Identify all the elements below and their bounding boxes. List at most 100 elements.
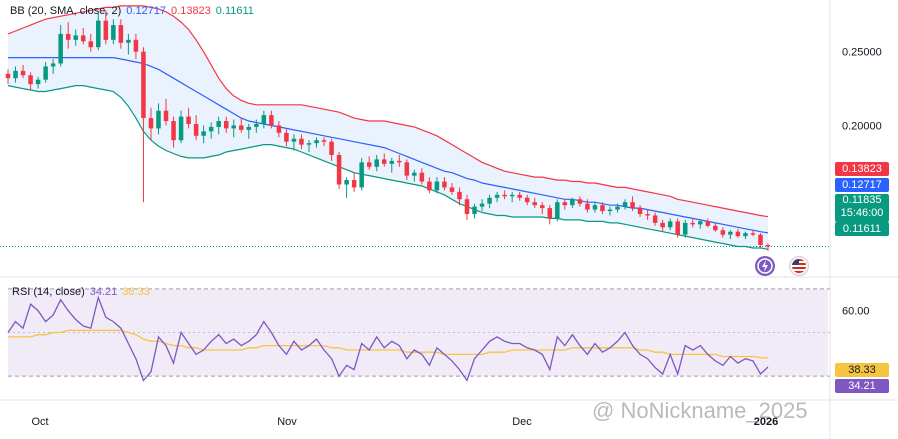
candle[interactable] <box>50 59 56 74</box>
candle[interactable] <box>20 64 26 79</box>
candle[interactable] <box>359 157 364 191</box>
candle[interactable] <box>366 156 372 170</box>
candle[interactable] <box>96 13 101 51</box>
candle[interactable] <box>148 107 154 141</box>
candle[interactable] <box>630 196 635 212</box>
candle[interactable] <box>13 66 18 83</box>
candle[interactable] <box>254 119 259 133</box>
candle[interactable] <box>103 10 109 45</box>
candle[interactable] <box>133 33 139 60</box>
candle[interactable] <box>494 191 500 203</box>
candle[interactable] <box>126 33 131 55</box>
candle[interactable] <box>35 76 41 89</box>
candle[interactable] <box>457 187 462 206</box>
us-flag-icon[interactable] <box>789 256 809 276</box>
candle[interactable] <box>351 172 357 192</box>
candle[interactable] <box>118 19 124 49</box>
candle[interactable] <box>524 194 530 206</box>
candle[interactable] <box>585 199 590 213</box>
candle[interactable] <box>88 33 94 52</box>
candle[interactable] <box>555 199 560 222</box>
candle[interactable] <box>540 202 545 215</box>
candle[interactable] <box>216 116 221 135</box>
candle[interactable] <box>28 72 33 91</box>
candle[interactable] <box>698 219 703 229</box>
candle[interactable] <box>299 134 304 150</box>
candle[interactable] <box>427 177 432 194</box>
candle[interactable] <box>73 29 78 46</box>
candle[interactable] <box>547 205 553 225</box>
candle[interactable] <box>570 197 575 209</box>
candle[interactable] <box>758 233 763 248</box>
candle[interactable] <box>532 197 537 209</box>
candle[interactable] <box>208 122 214 139</box>
bb-legend[interactable]: BB (20, SMA, close, 2) 0.12717 0.13823 0… <box>10 5 254 17</box>
candle[interactable] <box>743 231 748 240</box>
candle[interactable] <box>615 203 620 213</box>
candle[interactable] <box>682 219 688 238</box>
candle[interactable] <box>765 243 771 251</box>
candle[interactable] <box>487 194 492 209</box>
candle[interactable] <box>261 110 267 129</box>
candle[interactable] <box>193 115 199 141</box>
candle[interactable] <box>472 203 477 219</box>
candle[interactable] <box>442 177 447 191</box>
candle[interactable] <box>381 153 387 167</box>
candle[interactable] <box>637 205 643 217</box>
candle[interactable] <box>314 137 319 148</box>
candle[interactable] <box>178 110 184 144</box>
candle[interactable] <box>713 222 718 232</box>
candle[interactable] <box>186 107 191 129</box>
candle[interactable] <box>735 228 741 238</box>
candle[interactable] <box>344 177 349 198</box>
rsi-legend[interactable]: RSI (14, close) 34.21 38.33 <box>12 286 150 298</box>
candle[interactable] <box>464 194 470 220</box>
lightning-icon[interactable] <box>755 256 775 276</box>
candle[interactable] <box>276 121 282 138</box>
candle[interactable] <box>223 116 229 133</box>
candle[interactable] <box>607 206 613 216</box>
candle[interactable] <box>306 140 312 153</box>
candle[interactable] <box>509 191 515 203</box>
candle[interactable] <box>419 168 425 185</box>
candle[interactable] <box>517 191 522 201</box>
candle[interactable] <box>600 202 605 215</box>
candle[interactable] <box>690 218 696 228</box>
candle[interactable] <box>449 183 455 195</box>
candle[interactable] <box>163 98 169 126</box>
candle[interactable] <box>592 202 598 213</box>
candle[interactable] <box>412 169 417 182</box>
candle[interactable] <box>246 123 252 139</box>
candle[interactable] <box>336 152 342 189</box>
candle[interactable] <box>652 212 658 226</box>
candle[interactable] <box>58 25 63 67</box>
candle[interactable] <box>404 159 410 181</box>
candle[interactable] <box>171 116 176 148</box>
candle[interactable] <box>156 103 161 135</box>
candle[interactable] <box>329 138 334 161</box>
candle[interactable] <box>397 154 402 167</box>
candle[interactable] <box>728 230 733 240</box>
candle[interactable] <box>231 119 236 138</box>
candle[interactable] <box>80 28 86 45</box>
candle[interactable] <box>321 137 327 147</box>
rsi-pane[interactable] <box>7 288 830 382</box>
candlestick-series[interactable] <box>5 10 771 251</box>
candle[interactable] <box>141 47 146 203</box>
candle[interactable] <box>434 177 440 194</box>
candle[interactable] <box>705 218 711 228</box>
candle[interactable] <box>667 218 673 231</box>
candle[interactable] <box>374 154 379 172</box>
candle[interactable] <box>43 61 48 83</box>
candle[interactable] <box>65 22 71 49</box>
candle[interactable] <box>577 196 583 207</box>
candle[interactable] <box>284 128 289 147</box>
candle[interactable] <box>201 125 206 144</box>
candle[interactable] <box>750 230 756 237</box>
candle[interactable] <box>269 110 274 129</box>
candle[interactable] <box>5 69 11 85</box>
candle[interactable] <box>660 219 665 232</box>
candle[interactable] <box>675 218 680 238</box>
candle[interactable] <box>111 19 116 45</box>
